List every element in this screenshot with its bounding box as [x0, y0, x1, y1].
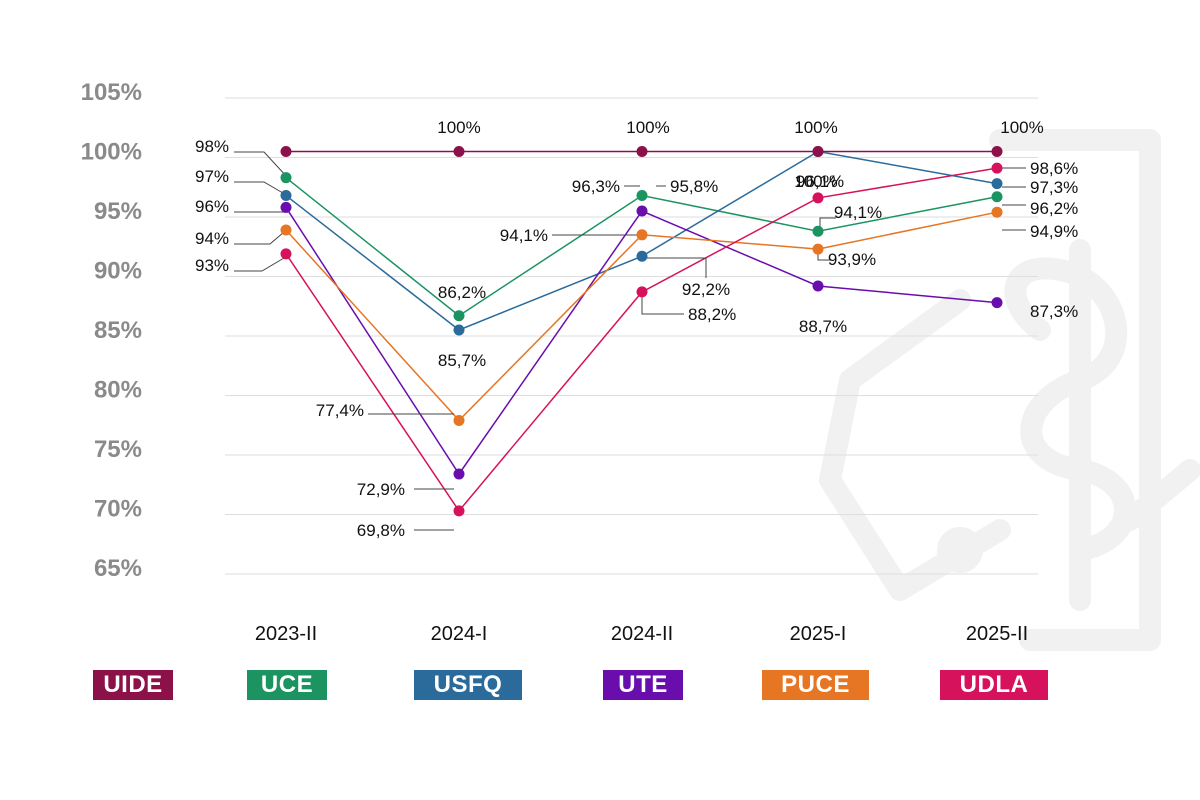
point-udla: [812, 192, 824, 204]
point-uide: [636, 146, 648, 157]
data-label-usfq: 96%: [195, 197, 229, 216]
point-ute: [636, 205, 648, 217]
data-label-udla: 96,1%: [796, 172, 844, 191]
data-label-puce: 94,1%: [500, 226, 548, 245]
point-uce: [991, 191, 1003, 203]
y-tick-label: 80%: [94, 377, 142, 404]
data-label-uce: 97%: [195, 167, 229, 186]
data-label-usfq: 97,3%: [1030, 178, 1078, 197]
point-puce: [453, 414, 465, 426]
data-label-uce: 96,3%: [572, 177, 620, 196]
point-puce: [636, 229, 648, 241]
legend-item-usfq: USFQ: [414, 670, 522, 700]
legend-item-udla: UDLA: [940, 670, 1048, 700]
y-tick-label: 65%: [94, 555, 142, 582]
y-tick-label: 90%: [94, 258, 142, 285]
point-usfq: [453, 324, 465, 336]
point-uce: [280, 172, 292, 184]
y-tick-label: 70%: [94, 496, 142, 523]
data-label-uide: 100%: [626, 118, 669, 137]
point-ute: [812, 280, 824, 292]
data-labels: 98% 100% 100% 100% 100% 97% 86,2% 96,3% 94,1% 96,…: [195, 118, 1078, 540]
x-tick-label: 2025-II: [966, 623, 1028, 645]
y-tick-label: 100%: [81, 139, 142, 166]
point-udla: [453, 505, 465, 517]
x-tick-label: 2024-II: [611, 623, 673, 645]
x-tick-label: 2025-I: [790, 623, 847, 645]
legend-item-ute: UTE: [603, 670, 683, 700]
data-label-uide: 100%: [794, 118, 837, 137]
data-label-uide: 100%: [1000, 118, 1043, 137]
data-label-udla: 69,8%: [357, 521, 405, 540]
x-tick-label: 2024-I: [431, 623, 488, 645]
grid-lines: [225, 97, 1038, 575]
medical-watermark-icon: [819, 129, 1200, 651]
x-axis: 2023-II 2024-I 2024-II 2025-I 2025-II: [255, 623, 1028, 645]
y-tick-label: 85%: [94, 317, 142, 344]
leader-line: [642, 257, 707, 278]
data-label-ute: 94%: [195, 229, 229, 248]
data-label-usfq: 85,7%: [438, 351, 486, 370]
point-ute: [991, 297, 1003, 309]
data-label-udla: 88,2%: [688, 305, 736, 324]
leader-line: [234, 231, 285, 245]
leader-line: [819, 217, 836, 230]
series-points: [280, 146, 1003, 517]
point-udla: [991, 162, 1003, 174]
point-uce: [636, 190, 648, 202]
data-label-ute: 95,8%: [670, 177, 718, 196]
data-label-ute: 87,3%: [1030, 302, 1078, 321]
leader-line: [234, 181, 289, 197]
series-lines: [285, 150, 998, 513]
y-tick-label: 95%: [94, 198, 142, 225]
point-uide: [812, 146, 824, 157]
leader-line: [641, 292, 684, 315]
leader-line: [817, 252, 830, 261]
data-label-puce: 93,9%: [828, 250, 876, 269]
data-label-usfq: 100%: [794, 172, 837, 191]
point-udla: [636, 286, 648, 298]
data-label-puce: 77,4%: [316, 401, 364, 420]
point-ute: [280, 201, 292, 213]
data-label-uce: 86,2%: [438, 283, 486, 302]
data-label-usfq: 92,2%: [682, 280, 730, 299]
data-label-uide: 100%: [437, 118, 480, 137]
point-uce: [812, 225, 824, 237]
leader-line: [234, 151, 289, 179]
point-uide: [453, 146, 465, 157]
data-label-ute: 72,9%: [357, 480, 405, 499]
y-tick-label: 105%: [81, 79, 142, 106]
point-usfq: [280, 190, 292, 202]
data-label-uce: 94,1%: [834, 203, 882, 222]
data-label-puce: 94,9%: [1030, 222, 1078, 241]
point-udla: [280, 248, 292, 260]
point-uide: [280, 146, 292, 157]
legend: UIDE UCE USFQ UTE PUCE UDLA: [0, 670, 1200, 702]
point-uide: [991, 146, 1003, 157]
point-puce: [280, 224, 292, 236]
legend-item-uide: UIDE: [93, 670, 173, 700]
series-line-puce: [285, 211, 998, 422]
point-usfq: [636, 250, 648, 262]
data-label-uce: 96,2%: [1030, 199, 1078, 218]
point-puce: [812, 243, 824, 255]
y-tick-label: 75%: [94, 436, 142, 463]
data-label-puce: 93%: [195, 256, 229, 275]
point-uce: [453, 310, 465, 322]
y-axis: 105% 100% 95% 90% 85% 80% 75% 70% 65%: [81, 79, 142, 582]
data-label-udla: 98,6%: [1030, 159, 1078, 178]
data-label-uide: 98%: [195, 137, 229, 156]
point-ute: [453, 468, 465, 480]
data-label-ute: 88,7%: [799, 317, 847, 336]
x-tick-label: 2023-II: [255, 623, 317, 645]
legend-item-puce: PUCE: [762, 670, 869, 700]
point-puce: [991, 206, 1003, 218]
label-leader-lines: [234, 151, 1026, 531]
leader-line: [234, 257, 285, 272]
point-usfq: [991, 178, 1003, 190]
legend-item-uce: UCE: [247, 670, 327, 700]
